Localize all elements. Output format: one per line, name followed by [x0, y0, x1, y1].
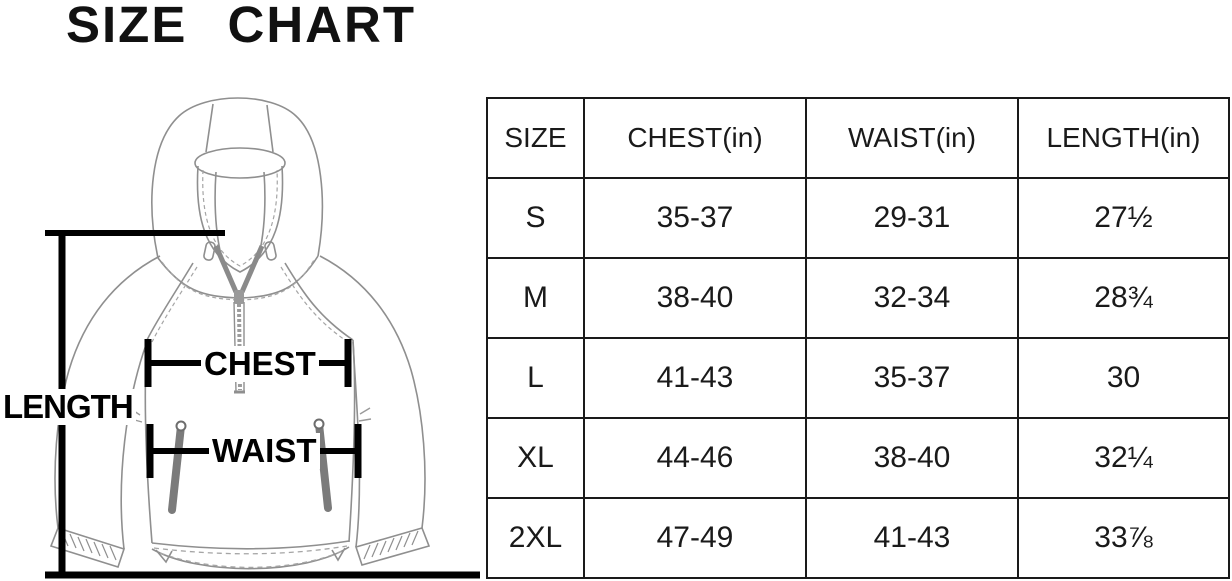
cell-size: XL — [486, 417, 585, 499]
cell-chest: 35-37 — [583, 177, 807, 259]
cell-waist: 38-40 — [805, 417, 1019, 499]
cell-size: L — [486, 337, 585, 419]
chest-label: CHEST — [201, 345, 319, 383]
cell-chest: 41-43 — [583, 337, 807, 419]
garment-measurement-diagram: LENGTH CHEST WAIST — [0, 0, 480, 581]
length-label: LENGTH — [0, 388, 136, 426]
cell-waist: 29-31 — [805, 177, 1019, 259]
cell-length: 33⅞ — [1017, 497, 1230, 579]
table-header-row: SIZE CHEST(in) WAIST(in) LENGTH(in) — [486, 97, 1230, 179]
page-title: SIZE CHART — [66, 0, 416, 53]
cell-chest: 44-46 — [583, 417, 807, 499]
cell-waist: 32-34 — [805, 257, 1019, 339]
table-row-s: S 35-37 29-31 27½ — [486, 177, 1230, 259]
cell-length: 32¼ — [1017, 417, 1230, 499]
cell-size: 2XL — [486, 497, 585, 579]
table-row-xl: XL 44-46 38-40 32¼ — [486, 417, 1230, 499]
cell-waist: 41-43 — [805, 497, 1019, 579]
cell-length: 28¾ — [1017, 257, 1230, 339]
cell-size: S — [486, 177, 585, 259]
column-header-waist: WAIST(in) — [805, 97, 1019, 179]
table-row-m: M 38-40 32-34 28¾ — [486, 257, 1230, 339]
column-header-length: LENGTH(in) — [1017, 97, 1230, 179]
column-header-size: SIZE — [486, 97, 585, 179]
table-row-2xl: 2XL 47-49 41-43 33⅞ — [486, 497, 1230, 579]
cell-length: 30 — [1017, 337, 1230, 419]
table-row-l: L 41-43 35-37 30 — [486, 337, 1230, 419]
cell-waist: 35-37 — [805, 337, 1019, 419]
jacket-line-drawing-icon — [45, 97, 480, 579]
cell-chest: 47-49 — [583, 497, 807, 579]
size-chart-table: SIZE CHEST(in) WAIST(in) LENGTH(in) S 35… — [486, 97, 1230, 579]
jacket-outline — [49, 97, 431, 570]
cell-length: 27½ — [1017, 177, 1230, 259]
column-header-chest: CHEST(in) — [583, 97, 807, 179]
cell-chest: 38-40 — [583, 257, 807, 339]
waist-label: WAIST — [209, 432, 320, 470]
cell-size: M — [486, 257, 585, 339]
